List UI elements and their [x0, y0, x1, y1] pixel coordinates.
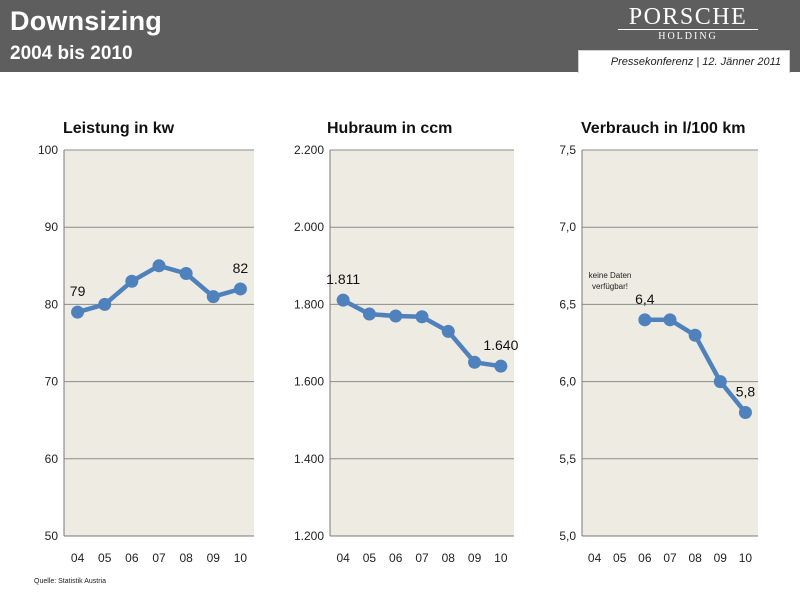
chart-2-data-point: [494, 359, 508, 373]
chart-3-x-tick-label: 06: [638, 551, 652, 565]
chart-3-y-tick-label: 7,0: [559, 220, 576, 234]
chart-3-plot-area: [582, 150, 758, 536]
chart-1-y-tick-label: 70: [45, 375, 59, 389]
chart-1-data-point: [233, 282, 247, 296]
chart-2-data-point: [468, 355, 482, 369]
chart-1-title: Leistung in kw: [63, 120, 175, 137]
chart-3-annotation: verfügbar!: [592, 282, 628, 291]
chart-1-data-point: [206, 290, 220, 304]
chart-3-annotation: keine Daten: [589, 271, 632, 280]
chart-1-y-tick-label: 90: [45, 220, 59, 234]
chart-3-y-tick-label: 6,5: [559, 297, 576, 311]
chart-3-x-tick-label: 05: [613, 551, 627, 565]
chart-3-x-tick-label: 09: [714, 551, 728, 565]
chart-2-y-tick-label: 1.600: [294, 375, 324, 389]
chart-1-x-tick-label: 07: [152, 551, 166, 565]
chart-2-data-point: [441, 324, 455, 338]
page-subtitle: 2004 bis 2010: [10, 43, 133, 64]
chart-1-data-point: [71, 305, 85, 319]
chart-1-x-tick-label: 05: [98, 551, 112, 565]
chart-3-data-point: [638, 313, 652, 327]
logo-rule: [618, 29, 758, 30]
chart-1-y-tick-label: 100: [38, 143, 58, 157]
chart-3-y-tick-label: 5,0: [559, 529, 576, 543]
chart-1-y-tick-label: 50: [45, 529, 59, 543]
chart-2-data-point: [362, 307, 376, 321]
chart-3-data-point: [688, 328, 702, 342]
chart-1-y-tick-label: 60: [45, 452, 59, 466]
chart-2-data-point: [415, 310, 429, 324]
chart-3-title: Verbrauch in l/100 km: [581, 120, 746, 137]
chart-3-x-tick-label: 08: [688, 551, 702, 565]
chart-3-y-tick-label: 7,5: [559, 143, 576, 157]
chart-2-data-label: 1.640: [483, 337, 518, 353]
chart-3-x-tick-label: 04: [588, 551, 602, 565]
chart-3-data-label: 6,4: [635, 291, 655, 307]
chart-2-y-tick-label: 2.200: [294, 143, 324, 157]
chart-1-data-label: 79: [70, 283, 86, 299]
chart-2-data-point: [389, 309, 403, 323]
page-title: Downsizing: [10, 6, 162, 36]
chart-2-title: Hubraum in ccm: [327, 120, 452, 137]
chart-2-x-tick-label: 09: [468, 551, 482, 565]
chart-1-plot-area: [64, 150, 254, 536]
chart-1-data-label: 82: [233, 260, 249, 276]
chart-2-y-tick-label: 2.000: [294, 220, 324, 234]
chart-2-y-tick-label: 1.200: [294, 529, 324, 543]
chart-1-data-point: [125, 274, 139, 288]
chart-3-y-tick-label: 6,0: [559, 375, 576, 389]
chart-2-x-tick-label: 10: [494, 551, 508, 565]
chart-1-x-tick-label: 09: [207, 551, 221, 565]
porsche-logo-wordmark: PORSCHE: [628, 4, 748, 30]
porsche-logo-subline: HOLDING: [658, 31, 718, 42]
chart-2-x-tick-label: 05: [363, 551, 377, 565]
chart-1-x-tick-label: 10: [234, 551, 248, 565]
chart-2-plot-area: [330, 150, 514, 536]
chart-3-data-point: [713, 375, 727, 389]
source-note: Quelle: Statistik Austria: [34, 578, 106, 585]
chart-2-x-tick-label: 07: [415, 551, 429, 565]
chart-1-data-point: [98, 297, 112, 311]
chart-3-x-tick-label: 07: [663, 551, 677, 565]
chart-3-data-point: [663, 313, 677, 327]
chart-2-y-tick-label: 1.400: [294, 452, 324, 466]
chart-2-x-tick-label: 04: [336, 551, 350, 565]
chart-1-x-tick-label: 06: [125, 551, 139, 565]
chart-3-data-point: [738, 405, 752, 419]
chart-1-data-point: [152, 259, 166, 273]
chart-1-x-tick-label: 08: [179, 551, 193, 565]
press-conference-box: Pressekonferenz | 12. Jänner 2011: [578, 50, 790, 73]
chart-3-x-tick-label: 10: [739, 551, 753, 565]
press-conference-label: Pressekonferenz | 12. Jänner 2011: [610, 56, 781, 68]
chart-2-x-tick-label: 08: [442, 551, 456, 565]
chart-2-y-tick-label: 1.800: [294, 297, 324, 311]
chart-2-x-tick-label: 06: [389, 551, 403, 565]
chart-2-data-point: [336, 293, 350, 307]
chart-2-data-label: 1.811: [326, 271, 360, 287]
chart-3-y-tick-label: 5,5: [559, 452, 576, 466]
chart-1-y-tick-label: 80: [45, 297, 59, 311]
chart-1-x-tick-label: 04: [71, 551, 85, 565]
chart-3-data-label: 5,8: [736, 383, 756, 399]
chart-1-data-point: [179, 267, 193, 281]
